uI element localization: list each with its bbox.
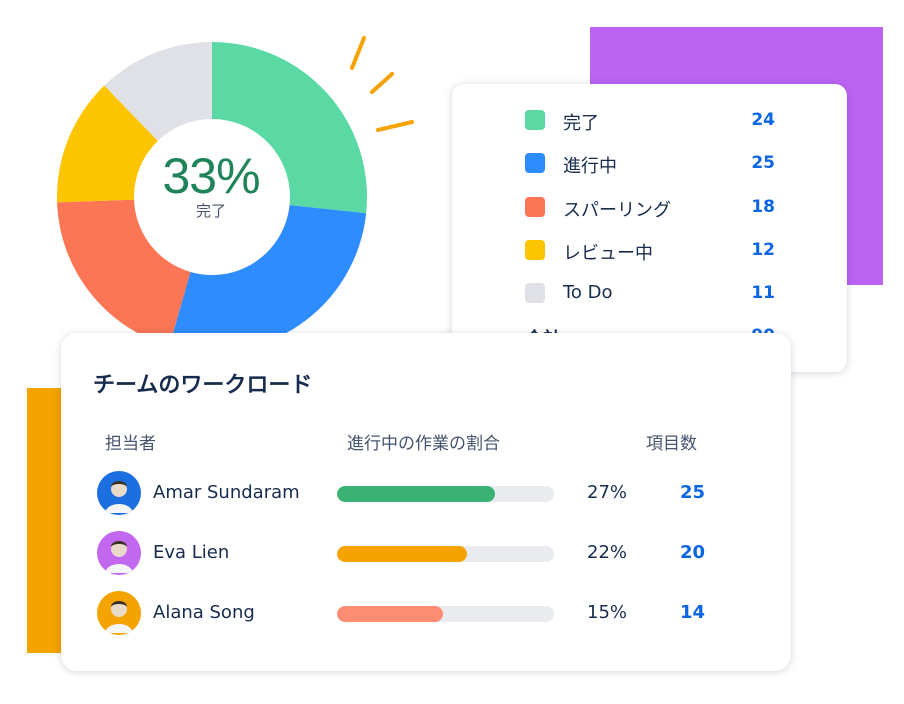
orange-decor-block <box>27 388 63 653</box>
legend-item-done: 完了 24 <box>525 108 775 134</box>
progress-bar <box>337 486 496 502</box>
table-row: Eva Lien 22% 20 <box>97 531 737 577</box>
legend-value: 12 <box>751 240 775 260</box>
legend-label: レビュー中 <box>563 243 653 264</box>
legend-swatch <box>525 283 545 303</box>
team-workload-card: チームのワークロード 担当者 進行中の作業の割合 項目数 Amar Sundar… <box>61 333 791 671</box>
status-donut-chart <box>57 42 367 352</box>
column-header-assignee: 担当者 <box>105 434 156 454</box>
legend-item-in-review: レビュー中 12 <box>525 238 775 264</box>
legend-value: 18 <box>751 197 775 217</box>
slice-sparring <box>57 199 191 346</box>
avatar <box>97 531 141 575</box>
column-header-count: 項目数 <box>646 434 697 454</box>
progress-bar <box>337 546 468 562</box>
progress-percent: 27% <box>587 482 628 503</box>
legend-value: 11 <box>751 283 775 303</box>
legend-swatch <box>525 110 545 130</box>
donut-center-label: 33% 完了 <box>136 150 286 221</box>
slice-in-progress <box>169 205 367 352</box>
spark-lines-icon <box>350 36 414 132</box>
avatar <box>97 591 141 635</box>
person-icon <box>105 601 133 633</box>
legend-swatch <box>525 197 545 217</box>
legend-item-sparring: スパーリング 18 <box>525 195 775 221</box>
legend-label: スパーリング <box>563 200 671 221</box>
progress-percent: 15% <box>587 602 628 623</box>
slice-todo <box>104 42 212 141</box>
person-icon <box>105 481 133 513</box>
legend-label: 完了 <box>563 113 599 134</box>
item-count: 25 <box>679 482 705 503</box>
item-count: 14 <box>679 602 705 623</box>
progress-percent: 22% <box>587 542 628 563</box>
legend-label: 進行中 <box>563 156 617 177</box>
legend-card: 完了 24 進行中 25 スパーリング 18 レビュー中 12 To Do 11… <box>452 84 847 372</box>
legend-value: 24 <box>751 110 775 130</box>
assignee-name: Alana Song <box>153 602 255 623</box>
legend-swatch <box>525 240 545 260</box>
person-icon <box>105 541 133 573</box>
completion-percent: 33% <box>162 148 260 204</box>
assignee-name: Amar Sundaram <box>153 482 300 503</box>
progress-track <box>337 546 554 562</box>
table-row: Amar Sundaram 27% 25 <box>97 471 737 517</box>
legend-value: 25 <box>751 153 775 173</box>
completion-label: 完了 <box>195 202 226 220</box>
slice-done <box>212 42 367 214</box>
slice-in-review <box>57 85 158 203</box>
progress-track <box>337 606 554 622</box>
legend-item-in-progress: 進行中 25 <box>525 151 775 177</box>
legend-item-todo: To Do 11 <box>525 281 775 305</box>
table-row: Alana Song 15% 14 <box>97 591 737 637</box>
assignee-name: Eva Lien <box>153 542 230 563</box>
team-workload-title: チームのワークロード <box>93 373 313 398</box>
legend-swatch <box>525 153 545 173</box>
progress-bar <box>337 606 444 622</box>
avatar <box>97 471 141 515</box>
column-header-progress: 進行中の作業の割合 <box>347 434 500 454</box>
legend-label: To Do <box>563 282 613 303</box>
item-count: 20 <box>679 542 705 563</box>
progress-track <box>337 486 554 502</box>
